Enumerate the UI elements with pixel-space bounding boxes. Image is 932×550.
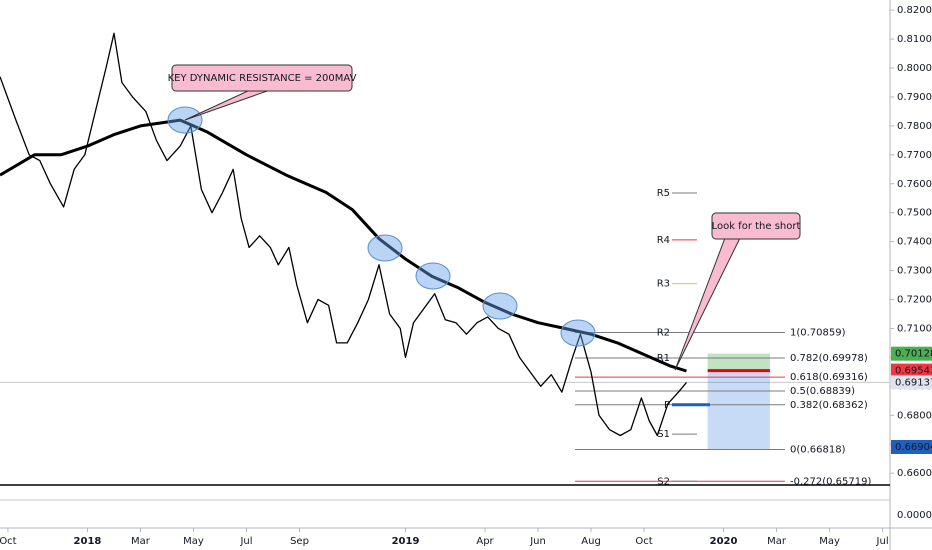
callout-text: Look for the short	[712, 221, 801, 232]
price-line	[0, 32, 688, 437]
x-tick-label: Apr	[476, 536, 494, 547]
pivot-label: S2	[657, 476, 670, 487]
moving-average	[0, 118, 687, 373]
x-tick-label: Oct	[0, 536, 17, 547]
x-tick-label: Jul	[239, 536, 252, 547]
touch-highlight	[560, 319, 596, 347]
pivot-label: S1	[657, 429, 670, 440]
x-tick-label: May	[819, 536, 840, 547]
touch-highlight	[415, 262, 451, 290]
x-tick-label: 2018	[74, 536, 102, 547]
pivot-label: R4	[657, 235, 670, 246]
x-tick-label: Sep	[290, 536, 309, 547]
x-tick-label: Oct	[635, 536, 652, 547]
pivot-label: R5	[657, 188, 670, 199]
touch-highlight	[482, 292, 518, 320]
x-tick-label: 2020	[710, 536, 738, 547]
price-tag	[891, 363, 932, 378]
callout-text: KEY DYNAMIC RESISTANCE = 200MAV	[168, 73, 357, 84]
touch-highlight	[367, 234, 403, 262]
price-tag-label: 0.70128	[895, 349, 932, 360]
fib-label: 0.782(0.69978)	[790, 353, 868, 364]
price-tag-label: 0.69137	[895, 377, 932, 388]
fib-label: -0.272(0.65719)	[790, 476, 871, 487]
pivot-label: R2	[657, 328, 670, 339]
fib-label: 0(0.66818)	[790, 444, 846, 455]
callout-box	[711, 212, 801, 240]
price-tag	[891, 375, 932, 390]
pivot-label: R3	[657, 279, 670, 290]
x-tick-label: Mar	[131, 536, 151, 547]
price-tag	[891, 346, 932, 361]
profit-zone	[707, 353, 770, 371]
price-tag-label: 0.66904	[895, 442, 932, 453]
fib-label: 1(0.70859)	[790, 328, 846, 339]
price-tag	[891, 439, 932, 454]
x-tick-label: Mar	[767, 536, 787, 547]
x-tick-label: 2019	[392, 536, 420, 547]
x-tick-label: May	[183, 536, 204, 547]
fib-label: 0.382(0.68362)	[790, 400, 868, 411]
pivot-label: R1	[657, 353, 670, 364]
fib-label: 0.5(0.68839)	[790, 386, 855, 397]
x-tick-label: Aug	[581, 536, 601, 547]
loss-zone	[707, 370, 770, 450]
callout-box	[171, 64, 353, 92]
x-tick-label: Jun	[529, 536, 546, 547]
y-tick-label: 0.00000	[897, 510, 932, 521]
fib-label: 0.618(0.69316)	[790, 372, 868, 383]
price-tag-label: 0.69543	[895, 366, 932, 377]
x-tick-label: Jul	[876, 536, 889, 547]
